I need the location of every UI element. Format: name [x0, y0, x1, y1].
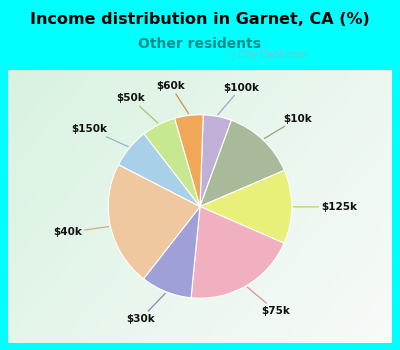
Text: ⓘ City-Data.com: ⓘ City-Data.com — [229, 50, 308, 60]
Wedge shape — [191, 206, 284, 298]
Wedge shape — [200, 170, 292, 243]
Wedge shape — [200, 120, 284, 206]
Wedge shape — [118, 134, 200, 206]
Wedge shape — [175, 115, 203, 206]
Wedge shape — [108, 164, 200, 279]
Wedge shape — [144, 206, 200, 298]
Text: $10k: $10k — [264, 113, 312, 139]
Text: $40k: $40k — [53, 226, 109, 238]
Wedge shape — [200, 115, 231, 206]
Text: Other residents: Other residents — [138, 37, 262, 51]
Wedge shape — [144, 118, 200, 206]
Text: $60k: $60k — [156, 81, 188, 114]
Text: $75k: $75k — [247, 287, 290, 316]
Text: Income distribution in Garnet, CA (%): Income distribution in Garnet, CA (%) — [30, 12, 370, 27]
Text: $150k: $150k — [71, 124, 128, 147]
Text: $50k: $50k — [117, 93, 158, 123]
Text: $125k: $125k — [294, 202, 357, 212]
Text: $100k: $100k — [218, 83, 259, 115]
Text: $30k: $30k — [126, 293, 165, 324]
